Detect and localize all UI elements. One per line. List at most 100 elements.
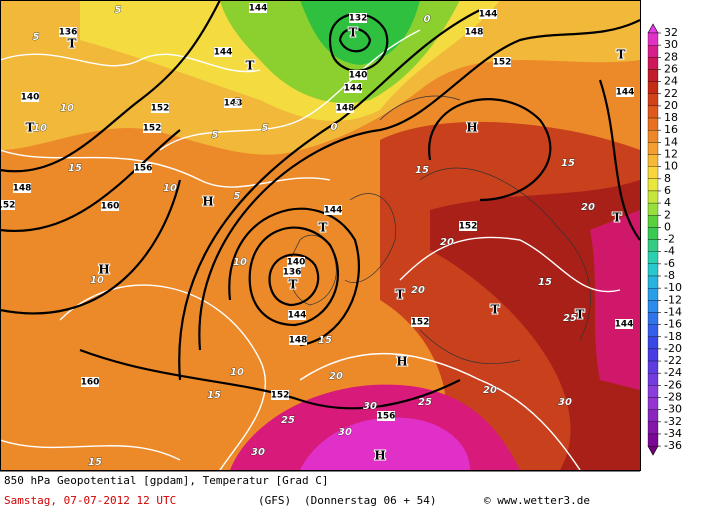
low-pressure-label: T: [617, 48, 626, 62]
isotherm-label: 15: [88, 457, 102, 468]
legend-tick-label: -18: [664, 330, 682, 343]
isotherm-label: 0: [331, 122, 338, 133]
legend-tick-label: 32: [664, 26, 678, 39]
isotherm-label: 20: [440, 237, 454, 248]
legend-tick-label: -14: [664, 305, 682, 318]
isohypse-label: 140: [21, 93, 40, 103]
isohypse-label-box: [493, 57, 511, 67]
isotherm-label: 10: [233, 257, 247, 268]
isohypse-label-box: [377, 411, 395, 421]
isotherm-label: 20: [483, 385, 497, 396]
isohypse-label-box: [459, 221, 477, 231]
isohypse-label: 144: [344, 84, 363, 94]
isotherm-label: 15: [207, 390, 221, 401]
legend-swatch: [647, 154, 659, 167]
footer-run: (Donnerstag 06 + 54): [304, 494, 436, 507]
low-pressure-label: T: [491, 303, 500, 317]
legend-swatch: [647, 190, 659, 204]
legend-swatch: [647, 32, 659, 46]
isohypse-label-box: [287, 257, 305, 267]
isotherm-label: 25: [281, 415, 295, 426]
legend-tick-label: -30: [664, 403, 682, 416]
isohypse-label-box: [249, 3, 267, 13]
isotherm-label: 15: [318, 335, 332, 346]
legend-swatch: [647, 275, 659, 289]
isotherm-label: 25: [418, 397, 432, 408]
isohypse-label-box: [143, 123, 161, 133]
isohypse-label-box: [344, 83, 362, 93]
isohypse-label: 152: [143, 124, 162, 134]
legend-tick-label: 26: [664, 62, 678, 75]
isotherm-label: 0: [424, 14, 431, 25]
isohypse-label-box: [283, 267, 301, 277]
legend-tick-label: 16: [664, 123, 678, 136]
isohypse-label: 156: [134, 164, 153, 174]
isotherm-label: 25: [563, 313, 577, 324]
legend-swatch: [647, 263, 659, 277]
legend-swatch: [647, 105, 659, 119]
isohypse-label: 152: [0, 201, 15, 211]
legend-tick-label: -26: [664, 378, 682, 391]
isohypse-label: 144: [324, 206, 343, 216]
legend-tick-label: 14: [664, 135, 678, 148]
isohypse-label: 160: [81, 378, 100, 388]
isotherm-label: 5: [33, 32, 40, 43]
isohypse-label: 160: [101, 202, 120, 212]
isotherm-label: 10: [60, 103, 74, 114]
isotherm-label: 10: [230, 367, 244, 378]
legend-arrow-top: [647, 23, 659, 34]
low-pressure-label: T: [246, 59, 255, 73]
isotherm-label: 20: [581, 202, 595, 213]
low-pressure-label: T: [349, 26, 358, 40]
isotherm-label: 5: [234, 97, 241, 108]
isohypse-label-box: [13, 183, 31, 193]
legend-swatch: [647, 421, 659, 435]
legend-swatch: [647, 251, 659, 264]
isohypse-label: 152: [459, 222, 478, 232]
isotherm-label: 10: [90, 275, 104, 286]
high-pressure-label: H: [202, 195, 213, 209]
map-field: 136 132 140 144 144 144 144 144 148 148 148 152 152 1…: [0, 0, 640, 470]
isohypse-label-box: [59, 27, 77, 37]
legend-tick-label: -20: [664, 342, 682, 355]
legend-swatch: [647, 336, 659, 350]
isohypse-label-box: [349, 70, 367, 80]
isohypse-label: 144: [214, 48, 233, 58]
isohypse-label-box: [21, 92, 39, 102]
legend-swatch: [647, 117, 659, 131]
legend-swatch: [647, 178, 659, 192]
isohypse-label: 144: [288, 311, 307, 321]
isotherm-label: 10: [33, 123, 47, 134]
legend-swatch: [647, 57, 659, 70]
legend-swatch: [647, 142, 659, 155]
isohypse-label: 140: [349, 71, 368, 81]
legend-tick-label: 2: [664, 208, 671, 221]
coastlines: [288, 95, 591, 365]
legend-tick-label: -28: [664, 391, 682, 404]
isohypse-label: 148: [13, 184, 32, 194]
isohypse-label-box: [101, 201, 119, 211]
legend-tick-label: -12: [664, 293, 682, 306]
isohypse-label: 148: [224, 99, 243, 109]
legend-tick-label: 24: [664, 75, 678, 88]
isohypse-label: 152: [493, 58, 512, 68]
isohypse-label: 144: [616, 88, 635, 98]
isohypse-label-box: [81, 377, 99, 387]
isohypse-label-box: [411, 317, 429, 327]
legend-tick-label: -36: [664, 439, 682, 452]
legend-tick-label: 22: [664, 87, 678, 100]
legend-tick-label: -24: [664, 366, 682, 379]
footer-credit: © www.wetter3.de: [484, 494, 590, 507]
high-pressure-label: H: [396, 355, 407, 369]
legend-swatch: [647, 166, 659, 179]
isotherm-label: 15: [538, 277, 552, 288]
isohypse-label-box: [151, 103, 169, 113]
high-pressure-label: H: [374, 449, 385, 463]
legend-tick-label: 28: [664, 50, 678, 63]
isohypse-label-box: [349, 13, 367, 23]
legend-swatch: [647, 433, 659, 447]
legend-tick-label: -22: [664, 354, 682, 367]
isohypse-label-box: [289, 335, 307, 345]
low-pressure-label: T: [613, 211, 622, 225]
